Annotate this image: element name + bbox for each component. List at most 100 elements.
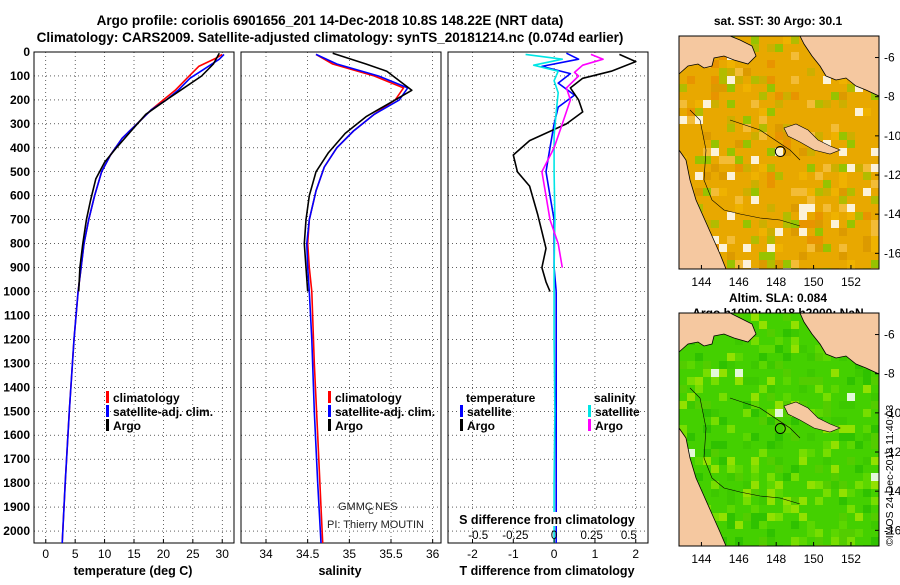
map-cell (719, 457, 727, 465)
map-cell (759, 140, 767, 148)
map-y-tick-label: -10 (884, 406, 900, 420)
map-cell (863, 236, 871, 244)
map-cell (791, 36, 799, 44)
map-cell (719, 116, 727, 124)
map-cell (775, 148, 783, 156)
map-cell (751, 521, 759, 529)
temperature-panel: 0 5 10 15 20 25 30 temperature (deg C) climato… (33, 51, 235, 578)
map-cell (767, 417, 775, 425)
map-cell (743, 196, 751, 204)
map-cell (815, 537, 823, 545)
map-cell (727, 505, 735, 513)
map-cell (839, 513, 847, 521)
x-tick-label: -1 (508, 547, 519, 561)
map-cell (687, 108, 695, 116)
map-cell (743, 244, 751, 252)
sla-map-x-ticks: 144 146 148 150 152 (691, 542, 861, 566)
sst-landmass-aus (679, 149, 727, 269)
map-cell (831, 537, 839, 545)
map-cell (791, 465, 799, 473)
map-cell (855, 132, 863, 140)
map-cell (751, 473, 759, 481)
map-cell (815, 132, 823, 140)
sla-map-title: Altim. SLA: 0.084 (729, 291, 827, 305)
map-cell (783, 196, 791, 204)
map-cell (791, 204, 799, 212)
map-cell (775, 465, 783, 473)
legend-climatology-swatch (106, 391, 109, 403)
map-cell (759, 345, 767, 353)
x-tick-label: 35.5 (379, 547, 403, 561)
map-cell (823, 228, 831, 236)
map-cell (863, 425, 871, 433)
map-cell (831, 417, 839, 425)
sal-tick-label: 0 (551, 530, 557, 542)
map-cell (727, 212, 735, 220)
map-cell (839, 252, 847, 260)
map-cell (847, 537, 855, 545)
map-y-tick-label: -12 (884, 168, 900, 182)
map-cell (847, 84, 855, 92)
map-cell (727, 260, 735, 268)
map-cell (847, 212, 855, 220)
sst-map-panel: sat. SST: 30 Argo: 30.1 144 146 148 150 152 … (678, 14, 900, 289)
map-cell (719, 441, 727, 449)
map-cell (775, 369, 783, 377)
map-cell (759, 108, 767, 116)
legend-temp-argo-swatch (460, 419, 463, 431)
map-cell (871, 521, 879, 529)
map-cell (711, 84, 719, 92)
map-cell (871, 164, 879, 172)
map-cell (831, 212, 839, 220)
map-cell (751, 76, 759, 84)
map-cell (847, 164, 855, 172)
map-cell (735, 196, 743, 204)
map-cell (735, 140, 743, 148)
map-cell (751, 236, 759, 244)
map-cell (791, 172, 799, 180)
legend-climatology-swatch (328, 391, 331, 403)
map-cell (719, 84, 727, 92)
map-cell (863, 457, 871, 465)
difference-series (512, 52, 637, 543)
map-x-tick-label: 144 (691, 275, 711, 289)
map-cell (839, 188, 847, 196)
map-cell (847, 132, 855, 140)
map-cell (871, 497, 879, 505)
sal-label-bg (455, 512, 641, 526)
depth-tick-label: 700 (10, 213, 30, 227)
map-cell (807, 521, 815, 529)
x-tick-label: 0 (551, 547, 558, 561)
legend-temp-argo-label: Argo (467, 419, 495, 433)
map-cell (791, 321, 799, 329)
map-cell (783, 393, 791, 401)
temperature-x-ticks: 0 5 10 15 20 25 30 (42, 539, 229, 561)
depth-tick-label: 1200 (3, 332, 30, 346)
x-tick-label: 15 (127, 547, 141, 561)
map-cell (831, 441, 839, 449)
map-y-tick-label: -6 (884, 328, 895, 342)
map-cell (799, 457, 807, 465)
map-cell (791, 345, 799, 353)
map-cell (775, 393, 783, 401)
map-cell (727, 521, 735, 529)
map-cell (799, 204, 807, 212)
legend-temp-title: temperature (466, 391, 536, 405)
map-cell (695, 457, 703, 465)
map-cell (839, 172, 847, 180)
map-cell (807, 369, 815, 377)
map-cell (767, 505, 775, 513)
map-cell (871, 513, 879, 521)
map-cell (871, 457, 879, 465)
map-cell (863, 244, 871, 252)
map-cell (823, 481, 831, 489)
map-cell (735, 369, 743, 377)
map-cell (831, 92, 839, 100)
map-cell (823, 100, 831, 108)
map-cell (783, 260, 791, 268)
map-y-tick-label: -16 (884, 246, 900, 260)
map-cell (727, 68, 735, 76)
salinity-legend: climatology satellite-adj. clim. Argo (328, 391, 435, 433)
sla-map-frame (678, 312, 880, 547)
legend-satellite-swatch (328, 405, 331, 417)
